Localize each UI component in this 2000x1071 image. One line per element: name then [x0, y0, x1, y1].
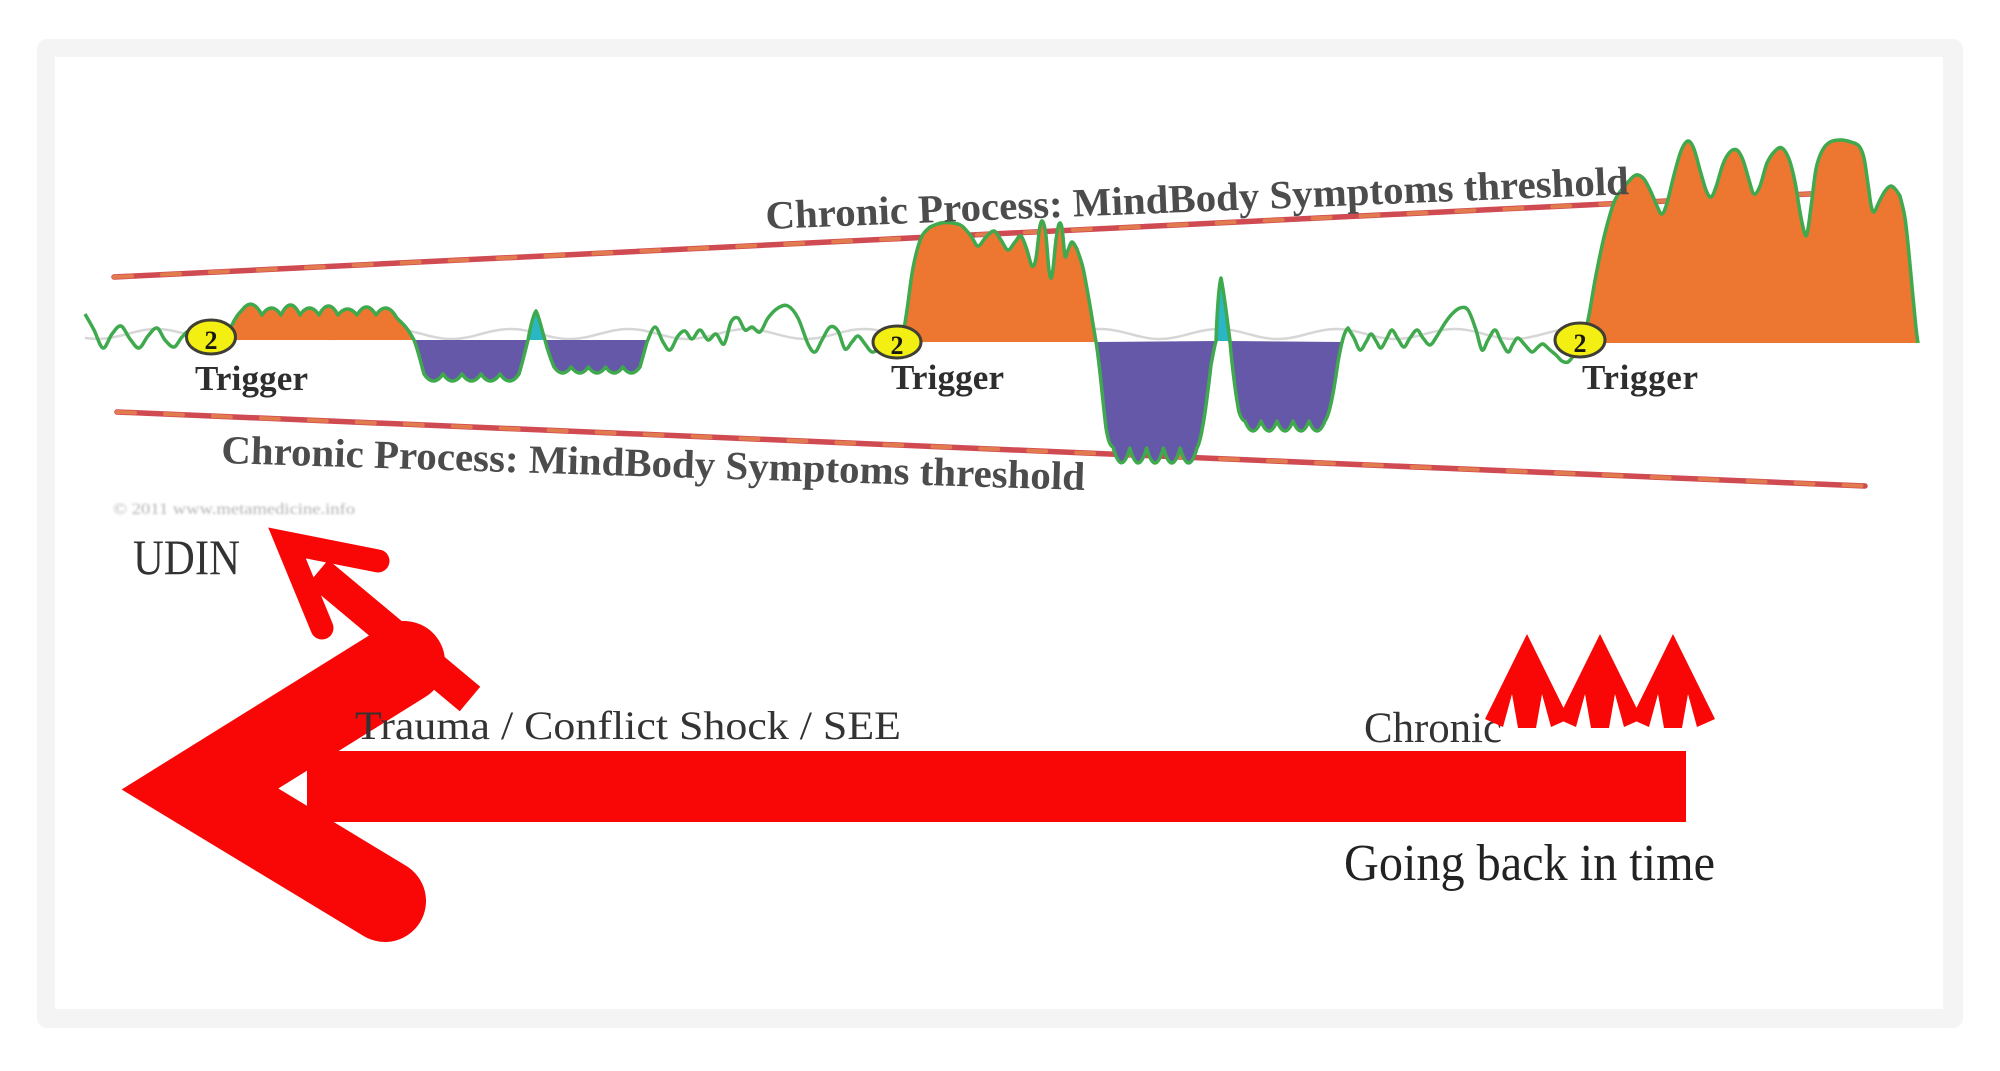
svg-text:Trauma / Conflict Shock / SEE: Trauma / Conflict Shock / SEE [355, 703, 901, 748]
svg-text:2: 2 [205, 326, 218, 355]
svg-text:Going back in time: Going back in time [1344, 835, 1715, 892]
svg-text:Trigger: Trigger [1582, 358, 1698, 397]
svg-text:2: 2 [1574, 329, 1587, 358]
svg-text:UDIN: UDIN [133, 529, 240, 585]
svg-text:Chronic: Chronic [1364, 705, 1502, 752]
svg-text:2: 2 [891, 331, 904, 360]
svg-text:Trigger: Trigger [195, 359, 308, 398]
svg-text:© 2011 www.metamedicine.info: © 2011 www.metamedicine.info [113, 501, 355, 518]
svg-text:Trigger: Trigger [891, 358, 1004, 397]
